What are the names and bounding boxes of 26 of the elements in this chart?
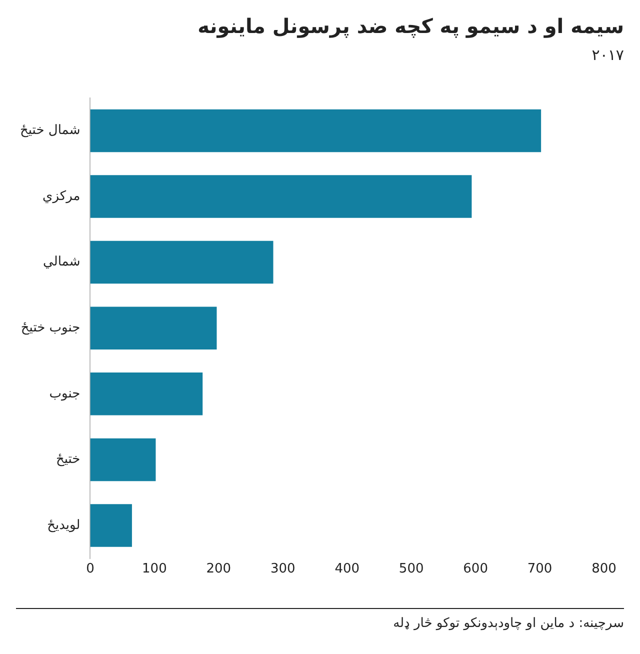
y-tick-label: جنوب — [49, 386, 80, 402]
x-tick-label: 800 — [592, 562, 616, 577]
x-tick-label: 700 — [527, 562, 552, 577]
chart-subtitle: ۲۰۱۷ — [592, 46, 624, 64]
x-tick-label: 600 — [463, 562, 488, 577]
x-tick-label: 300 — [270, 562, 296, 577]
bar — [90, 175, 472, 218]
text: سرچینه: د ماین او چاودېدونکو توکو څار ډله — [393, 616, 624, 631]
x-tick-label: 200 — [206, 562, 232, 577]
x-tick-label: 400 — [334, 562, 360, 577]
y-tick-label: مرکزي — [42, 188, 80, 204]
chart-title: سیمه او د سیمو په کچه ضد پرسونل ماینونه — [198, 14, 624, 38]
y-tick-label: جنوب ختیځ — [20, 320, 80, 336]
bar — [90, 240, 274, 284]
y-tick-label: ختیځ — [56, 452, 80, 468]
y-tick-label: شمالي — [43, 254, 80, 270]
bar — [90, 504, 132, 547]
bar — [90, 306, 217, 350]
y-tick-label: لویدیځ — [47, 518, 80, 533]
x-tick-label: 500 — [398, 562, 424, 577]
y-tick-label: شمال ختیځ — [20, 123, 80, 138]
bar — [90, 372, 203, 416]
bar — [90, 438, 156, 482]
x-tick-label: 0 — [86, 562, 94, 577]
bar — [90, 109, 542, 152]
x-tick-label: 100 — [142, 562, 167, 577]
